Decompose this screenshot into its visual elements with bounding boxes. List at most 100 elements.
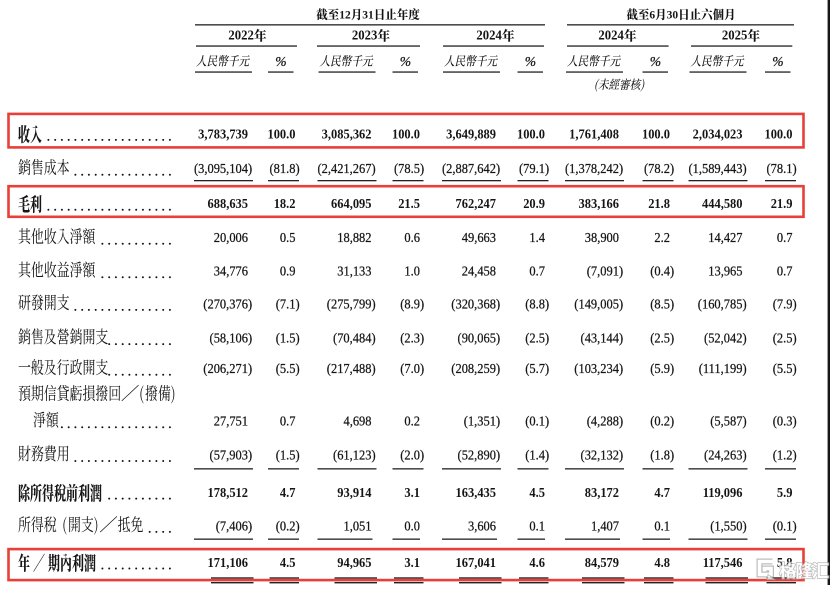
svg-text:(2.5): (2.5) — [525, 330, 549, 346]
svg-text:0.2: 0.2 — [404, 413, 420, 429]
svg-text:0.5: 0.5 — [280, 230, 296, 246]
svg-text:(43,144): (43,144) — [581, 330, 624, 346]
svg-text:(0.3): (0.3) — [773, 413, 797, 429]
svg-text:(52,890): (52,890) — [458, 447, 501, 463]
svg-text:444,580: 444,580 — [702, 195, 743, 211]
svg-text:(78.5): (78.5) — [394, 160, 424, 176]
svg-text:(1.5): (1.5) — [276, 330, 300, 346]
svg-text:(2.5): (2.5) — [650, 330, 674, 346]
svg-text:(7.9): (7.9) — [773, 296, 797, 312]
svg-text:100.0: 100.0 — [392, 126, 420, 142]
svg-text:20.9: 20.9 — [523, 195, 545, 211]
svg-text:3,085,362: 3,085,362 — [322, 126, 372, 142]
svg-text:(1,378,242): (1,378,242) — [565, 160, 623, 176]
svg-text:21.8: 21.8 — [648, 195, 670, 211]
svg-text:(2,421,267): (2,421,267) — [317, 160, 375, 176]
svg-text:3,783,739: 3,783,739 — [198, 126, 248, 142]
svg-text:6: 6 — [649, 9, 655, 21]
svg-text:4.5: 4.5 — [529, 484, 545, 500]
svg-text:(320,368): (320,368) — [451, 296, 500, 312]
svg-text:(1,351): (1,351) — [464, 413, 500, 429]
svg-text:27,751: 27,751 — [214, 413, 248, 429]
svg-text:(24,263): (24,263) — [704, 447, 747, 463]
svg-text:31,133: 31,133 — [337, 263, 372, 279]
svg-text:0.1: 0.1 — [529, 518, 545, 534]
svg-text:2.2: 2.2 — [654, 230, 670, 246]
svg-text:4.8: 4.8 — [654, 554, 670, 570]
svg-text:(78.2): (78.2) — [644, 160, 674, 176]
svg-text:(208,259): (208,259) — [451, 360, 500, 376]
svg-text:93,914: 93,914 — [337, 484, 372, 500]
svg-text:%: % — [650, 54, 661, 69]
svg-text:(2.0): (2.0) — [400, 447, 424, 463]
svg-text:0.7: 0.7 — [529, 263, 545, 279]
svg-text:(78.1): (78.1) — [766, 160, 796, 176]
svg-text:(3,095,104): (3,095,104) — [194, 160, 252, 176]
svg-text:(52,042): (52,042) — [704, 330, 747, 346]
svg-text:0.7: 0.7 — [777, 263, 793, 279]
svg-text:(1,589,443): (1,589,443) — [688, 160, 746, 176]
svg-text:12: 12 — [339, 9, 351, 21]
svg-text:664,095: 664,095 — [331, 195, 372, 211]
svg-text:(8.9): (8.9) — [400, 296, 424, 312]
svg-text:100.0: 100.0 — [764, 126, 792, 142]
svg-text:2022: 2022 — [228, 27, 254, 43]
svg-text:(70,484): (70,484) — [333, 330, 376, 346]
svg-text:0.1: 0.1 — [654, 518, 670, 534]
svg-text:(160,785): (160,785) — [698, 296, 747, 312]
svg-text:2023: 2023 — [352, 27, 378, 43]
svg-text:(103,234): (103,234) — [574, 360, 623, 376]
svg-text:(90,065): (90,065) — [458, 330, 501, 346]
svg-text:1.4: 1.4 — [529, 230, 545, 246]
svg-text:(217,488): (217,488) — [327, 360, 376, 376]
svg-text:(32,132): (32,132) — [581, 447, 624, 463]
svg-text:(270,376): (270,376) — [203, 296, 252, 312]
svg-text:(8.8): (8.8) — [525, 296, 549, 312]
svg-text:(1,550): (1,550) — [710, 518, 746, 534]
svg-text:5.9: 5.9 — [777, 484, 793, 500]
svg-text:(0.2): (0.2) — [650, 413, 674, 429]
svg-text:0.9: 0.9 — [280, 263, 296, 279]
svg-text:(0.1): (0.1) — [773, 518, 797, 534]
svg-text:(0.1): (0.1) — [525, 413, 549, 429]
svg-text:3,606: 3,606 — [468, 518, 496, 534]
svg-text:163,435: 163,435 — [456, 484, 497, 500]
svg-text:21.5: 21.5 — [398, 195, 420, 211]
svg-text:(7.0): (7.0) — [400, 360, 424, 376]
svg-text:(57,903): (57,903) — [210, 447, 253, 463]
svg-text:0.7: 0.7 — [777, 230, 793, 246]
svg-text:(2.3): (2.3) — [400, 330, 424, 346]
svg-text:0.6: 0.6 — [404, 230, 420, 246]
svg-text:34,776: 34,776 — [214, 263, 249, 279]
svg-text:(79.1): (79.1) — [519, 160, 549, 176]
svg-text:4.7: 4.7 — [280, 484, 296, 500]
svg-text:3.1: 3.1 — [404, 484, 420, 500]
svg-text:1.0: 1.0 — [404, 263, 420, 279]
svg-text:(4,288): (4,288) — [587, 413, 623, 429]
svg-text:4.7: 4.7 — [654, 484, 670, 500]
svg-text:94,965: 94,965 — [337, 554, 372, 570]
svg-text:100.0: 100.0 — [642, 126, 670, 142]
svg-text:1,051: 1,051 — [343, 518, 371, 534]
svg-text:(2.5): (2.5) — [773, 330, 797, 346]
svg-text:1,761,408: 1,761,408 — [569, 126, 619, 142]
svg-text:(5.5): (5.5) — [773, 360, 797, 376]
svg-text:2025: 2025 — [722, 27, 748, 43]
svg-text:119,096: 119,096 — [703, 484, 743, 500]
svg-text:762,247: 762,247 — [456, 195, 497, 211]
svg-text:(206,271): (206,271) — [203, 360, 252, 376]
svg-text:167,041: 167,041 — [456, 554, 496, 570]
svg-text:%: % — [525, 54, 536, 69]
svg-text:(7,091): (7,091) — [587, 263, 623, 279]
svg-text:(111,199): (111,199) — [699, 360, 747, 376]
svg-text:3.1: 3.1 — [404, 554, 420, 570]
svg-text:3,649,889: 3,649,889 — [446, 126, 496, 142]
svg-text:83,172: 83,172 — [585, 484, 620, 500]
svg-text:31: 31 — [362, 9, 374, 21]
svg-text:2024: 2024 — [476, 27, 502, 43]
svg-text:4.5: 4.5 — [280, 554, 296, 570]
svg-text:1,407: 1,407 — [591, 518, 619, 534]
svg-text:117,546: 117,546 — [703, 554, 743, 570]
svg-text:(1.4): (1.4) — [525, 447, 549, 463]
svg-text:18.2: 18.2 — [274, 195, 296, 211]
